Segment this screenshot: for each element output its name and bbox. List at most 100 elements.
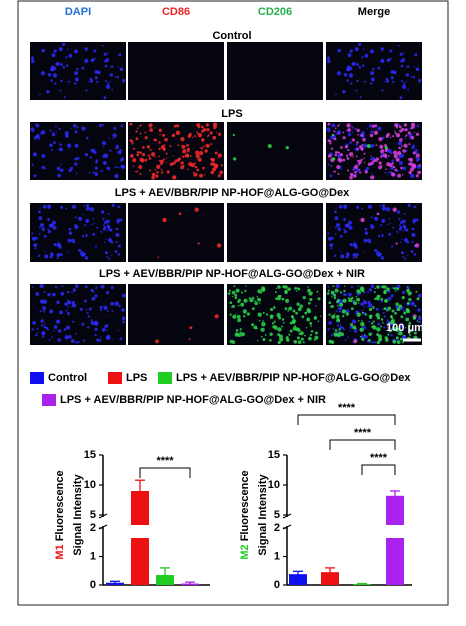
fluorescent-spot (132, 165, 135, 167)
fluorescent-spot (399, 161, 403, 165)
fluorescent-spot (333, 296, 337, 300)
fluorescent-spot (97, 70, 101, 75)
fluorescent-spot (333, 293, 337, 297)
fluorescent-spot (391, 172, 396, 177)
fluorescent-spot (355, 62, 359, 66)
fluorescent-spot (289, 321, 293, 325)
fluorescent-spot (338, 158, 343, 163)
fluorescent-spot (406, 255, 409, 257)
fluorescent-spot (413, 205, 417, 209)
fluorescent-spot (395, 339, 398, 342)
fluorescent-spot (273, 320, 276, 323)
fluorescent-spot (31, 286, 34, 288)
fluorescent-spot (350, 285, 354, 289)
fluorescent-spot (132, 147, 136, 150)
significance-bracket (361, 464, 396, 475)
fluorescent-spot (366, 238, 371, 243)
microscopy-panel (30, 42, 126, 100)
fluorescent-spot (363, 334, 366, 336)
legend-label: Control (48, 372, 87, 384)
fluorescent-spot (86, 203, 90, 207)
fluorescent-spot (169, 162, 174, 166)
fluorescent-spot (237, 318, 242, 323)
fluorescent-spot (343, 204, 348, 209)
fluorescent-spot (349, 175, 353, 180)
fluorescent-spot (349, 172, 354, 177)
fluorescent-spot (356, 128, 360, 133)
fluorescent-spot (376, 294, 380, 298)
fluorescent-spot (111, 339, 113, 341)
fluorescent-spot (351, 61, 356, 66)
fluorescent-spot (186, 143, 189, 147)
y-tick-label: 2 (274, 522, 280, 534)
microscopy-panel (227, 42, 323, 100)
fluorescent-spot (187, 134, 191, 139)
fluorescent-spot (352, 156, 354, 158)
fluorescent-spot (136, 127, 139, 130)
fluorescent-spot (115, 240, 118, 243)
fluorescent-spot (136, 151, 140, 154)
fluorescent-spot (169, 145, 172, 148)
fluorescent-spot (40, 324, 44, 327)
fluorescent-spot (374, 248, 378, 252)
fluorescent-spot (400, 325, 403, 328)
fluorescent-spot (280, 339, 283, 341)
fluorescent-spot (343, 293, 345, 295)
fluorescent-spot (360, 217, 365, 223)
fluorescent-spot (76, 67, 79, 71)
fluorescent-spot (240, 302, 245, 307)
fluorescent-spot (71, 305, 73, 307)
fluorescent-spot (398, 218, 401, 221)
fluorescent-spot (300, 337, 304, 341)
fluorescent-spot (368, 320, 371, 323)
fluorescent-spot (334, 216, 339, 221)
fluorescent-spot (338, 310, 341, 313)
fluorescent-spot (380, 297, 384, 301)
fluorescent-spot (328, 339, 333, 344)
fluorescent-spot (354, 245, 358, 249)
fluorescent-spot (370, 223, 372, 226)
fluorescent-spot (54, 82, 57, 85)
fluorescent-spot (342, 315, 345, 318)
fluorescent-spot (206, 128, 210, 132)
fluorescent-spot (417, 79, 422, 83)
fluorescent-spot (360, 321, 365, 327)
fluorescent-spot (65, 309, 68, 312)
fluorescent-spot (52, 131, 54, 134)
fluorescent-spot (108, 315, 110, 317)
fluorescent-spot (393, 287, 396, 290)
fluorescent-spot (79, 307, 83, 311)
fluorescent-spot (408, 157, 412, 161)
fluorescent-spot (84, 256, 89, 260)
fluorescent-spot (394, 290, 397, 292)
fluorescent-spot (155, 174, 159, 178)
fluorescent-spot (378, 137, 383, 142)
fluorescent-spot (355, 155, 358, 158)
fluorescent-spot (392, 135, 395, 138)
fluorescent-spot (408, 297, 412, 302)
fluorescent-spot (388, 291, 391, 294)
fluorescent-spot (377, 322, 381, 326)
fluorescent-spot (387, 326, 391, 330)
fluorescent-spot (375, 307, 379, 311)
fluorescent-spot (277, 294, 281, 298)
microscopy-panel (227, 122, 323, 180)
fluorescent-spot (95, 287, 97, 290)
fluorescent-spot (220, 164, 223, 167)
significance-label: **** (156, 455, 174, 467)
fluorescent-spot (105, 290, 110, 295)
fluorescent-spot (353, 174, 357, 178)
fluorescent-spot (121, 79, 126, 83)
fluorescent-spot (406, 286, 408, 288)
fluorescent-spot (385, 338, 389, 342)
fluorescent-spot (336, 333, 341, 337)
fluorescent-spot (157, 256, 160, 258)
fluorescent-spot (180, 161, 184, 165)
fluorescent-spot (86, 311, 89, 314)
fluorescent-spot (418, 293, 422, 298)
fluorescent-spot (361, 207, 364, 210)
fluorescent-spot (277, 327, 282, 332)
fluorescent-spot (118, 304, 121, 308)
fluorescent-spot (295, 327, 299, 331)
fluorescent-spot (374, 124, 378, 128)
